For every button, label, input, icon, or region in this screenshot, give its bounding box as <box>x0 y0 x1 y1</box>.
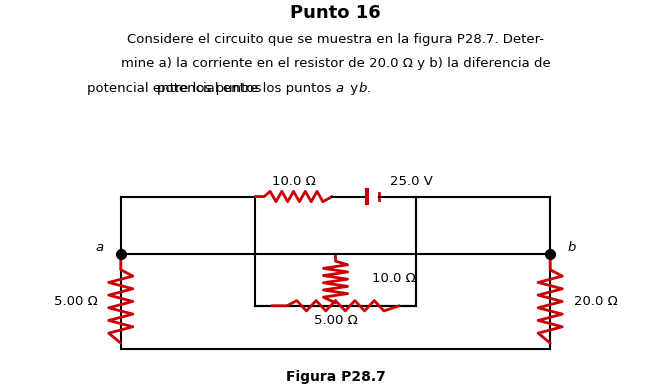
Text: a: a <box>336 82 344 94</box>
Text: 5.00 Ω: 5.00 Ω <box>313 314 358 327</box>
Text: potencial entre los puntos: potencial entre los puntos <box>157 82 336 94</box>
Text: potencial entre los puntos: potencial entre los puntos <box>87 82 266 94</box>
Text: Considere el circuito que se muestra en la figura P28.7. Deter-: Considere el circuito que se muestra en … <box>127 33 544 46</box>
Text: b: b <box>359 82 367 94</box>
Text: .: . <box>367 82 371 94</box>
Text: 20.0 Ω: 20.0 Ω <box>574 295 617 308</box>
Text: b: b <box>568 241 576 254</box>
Text: y: y <box>346 82 362 94</box>
Text: 10.0 Ω: 10.0 Ω <box>272 176 315 189</box>
Text: 25.0 V: 25.0 V <box>390 176 432 189</box>
Text: a: a <box>95 241 103 254</box>
Text: mine a) la corriente en el resistor de 20.0 Ω y b) la diferencia de: mine a) la corriente en el resistor de 2… <box>121 57 550 70</box>
Text: Punto 16: Punto 16 <box>290 4 381 22</box>
Text: 5.00 Ω: 5.00 Ω <box>54 295 97 308</box>
Text: 10.0 Ω: 10.0 Ω <box>372 272 416 285</box>
Text: Figura P28.7: Figura P28.7 <box>286 370 385 384</box>
